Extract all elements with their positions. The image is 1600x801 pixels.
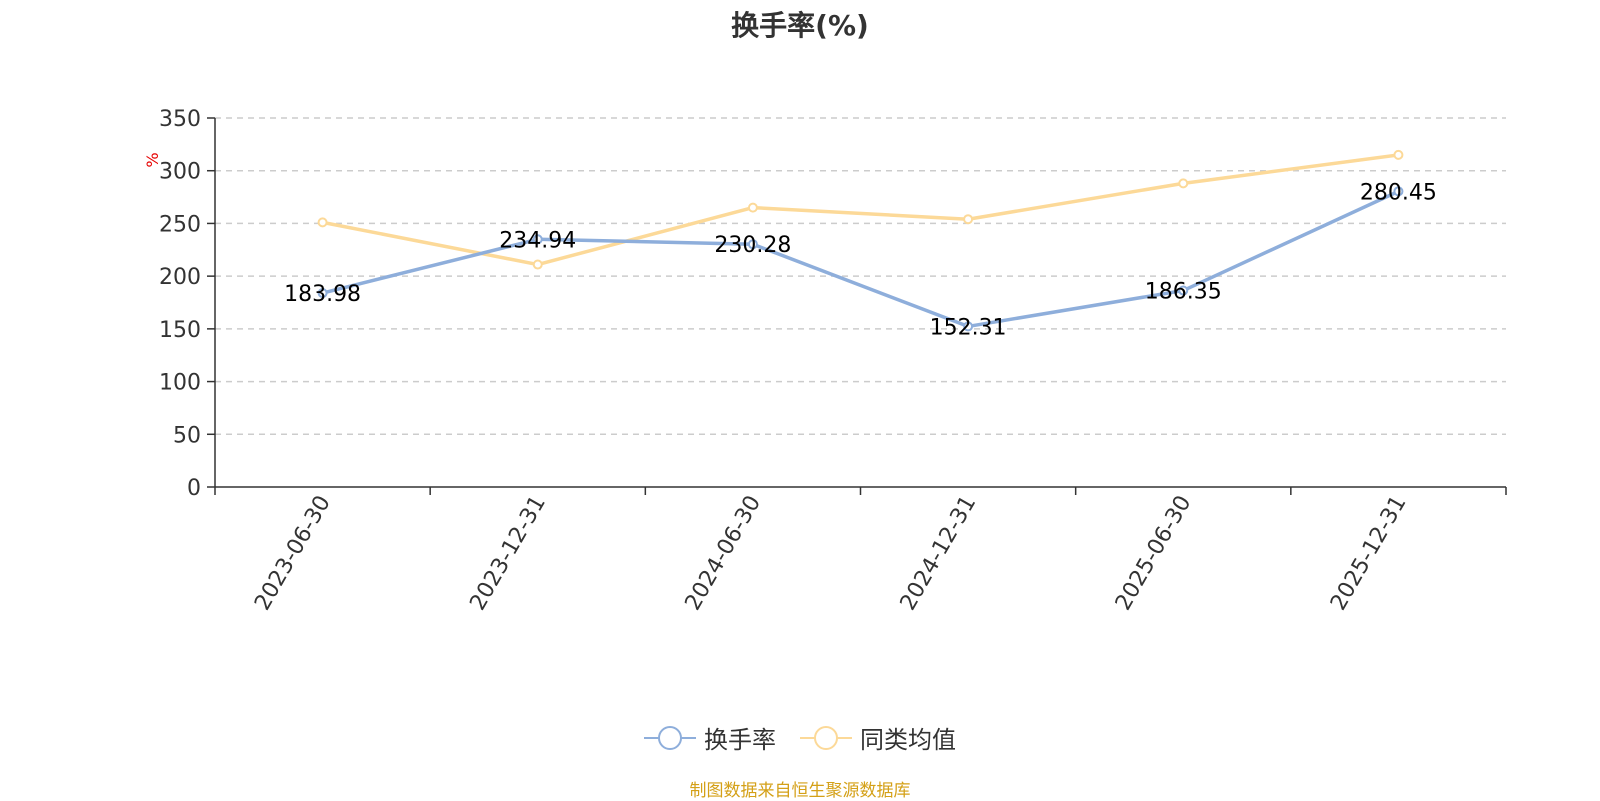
x-tick-label: 2024-12-31 bbox=[896, 492, 982, 615]
data-point bbox=[317, 217, 328, 228]
data-label: 230.28 bbox=[714, 233, 791, 258]
data-label: 234.94 bbox=[499, 228, 576, 253]
y-tick-label: 150 bbox=[159, 318, 201, 343]
y-tick-label: 350 bbox=[159, 107, 201, 132]
data-label: 183.98 bbox=[284, 282, 361, 307]
series-line bbox=[322, 153, 1399, 267]
legend-swatch-turnover bbox=[644, 724, 696, 752]
y-tick-label: 250 bbox=[159, 212, 201, 237]
series-line bbox=[322, 189, 1400, 329]
data-point bbox=[1393, 149, 1404, 160]
y-tick-label: 0 bbox=[187, 476, 201, 501]
x-tick-label: 2023-06-30 bbox=[250, 492, 336, 615]
data-point bbox=[532, 259, 543, 270]
y-axis-unit-label: % bbox=[143, 152, 162, 167]
data-label: 186.35 bbox=[1145, 280, 1222, 305]
x-tick-label: 2025-12-31 bbox=[1326, 492, 1412, 615]
data-point bbox=[1178, 178, 1189, 189]
data-label: 152.31 bbox=[930, 315, 1007, 340]
data-point bbox=[1178, 285, 1189, 296]
x-tick-label: 2025-06-30 bbox=[1111, 492, 1197, 615]
chart-title: 换手率(%) bbox=[731, 9, 869, 42]
data-point bbox=[963, 214, 974, 225]
x-tick-label: 2024-06-30 bbox=[681, 492, 767, 615]
legend: 换手率 同类均值 bbox=[0, 720, 1600, 755]
y-tick-label: 100 bbox=[159, 371, 201, 396]
data-point bbox=[747, 202, 758, 213]
x-tick-label: 2023-12-31 bbox=[465, 492, 551, 615]
legend-label-turnover: 换手率 bbox=[704, 726, 776, 754]
source-note: 制图数据来自恒生聚源数据库 bbox=[689, 781, 911, 801]
legend-swatch-peer-average bbox=[800, 724, 852, 752]
legend-label-peer-average: 同类均值 bbox=[860, 726, 956, 754]
legend-item-peer-average[interactable]: 同类均值 bbox=[800, 720, 956, 755]
data-label: 280.45 bbox=[1360, 180, 1437, 205]
data-point bbox=[317, 288, 328, 299]
data-point bbox=[963, 321, 974, 332]
y-tick-label: 300 bbox=[159, 160, 201, 185]
legend-item-turnover[interactable]: 换手率 bbox=[644, 720, 776, 755]
data-point bbox=[747, 239, 758, 250]
y-tick-label: 50 bbox=[173, 423, 201, 448]
data-point bbox=[1393, 186, 1404, 197]
y-tick-label: 200 bbox=[159, 265, 201, 290]
data-point bbox=[532, 234, 543, 245]
